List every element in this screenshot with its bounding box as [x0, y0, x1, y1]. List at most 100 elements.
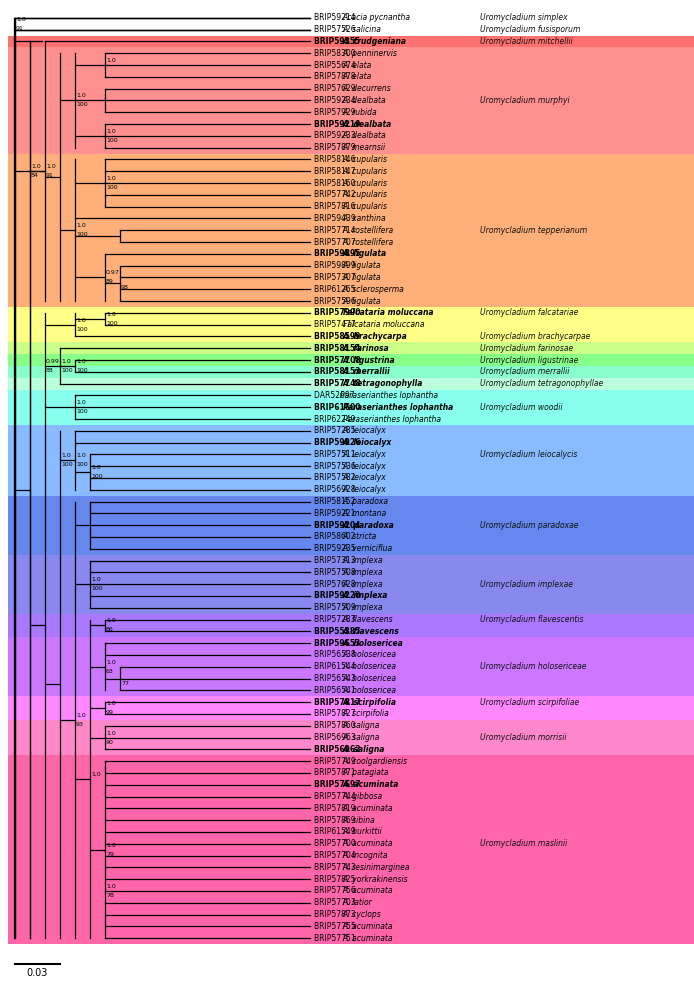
Text: 1.0: 1.0 [46, 164, 56, 169]
Text: BRIP59439: BRIP59439 [314, 214, 358, 223]
Text: 86: 86 [106, 628, 114, 633]
Text: A. acuminata: A. acuminata [343, 839, 393, 848]
Text: BRIP61265: BRIP61265 [314, 284, 358, 294]
Text: BRIP57827: BRIP57827 [314, 709, 358, 718]
Text: Uromycladium maslinii: Uromycladium maslinii [480, 839, 567, 848]
Text: 79: 79 [106, 851, 114, 857]
Text: A. leiocalyx: A. leiocalyx [343, 426, 387, 435]
Text: A. cyclops: A. cyclops [343, 910, 381, 919]
Text: A. dealbata: A. dealbata [343, 132, 387, 141]
Text: Uromycladium mitchellii: Uromycladium mitchellii [480, 37, 573, 46]
Text: A. ligulata: A. ligulata [343, 249, 387, 259]
Text: 99: 99 [106, 710, 114, 715]
Text: Paraserianthes lophantha: Paraserianthes lophantha [340, 391, 438, 400]
Text: 100: 100 [106, 185, 117, 190]
Text: BRIP57629: BRIP57629 [314, 85, 358, 93]
Bar [8, 378, 694, 390]
Text: 1.0: 1.0 [106, 619, 116, 624]
Text: BRIP55385: BRIP55385 [314, 627, 363, 636]
Text: BRIP58146: BRIP58146 [314, 154, 358, 164]
Text: A. rostellifera: A. rostellifera [343, 225, 393, 235]
Text: A. brachycarpa: A. brachycarpa [343, 332, 407, 340]
Text: A. ligulata: A. ligulata [343, 296, 381, 306]
Text: BRIP57860: BRIP57860 [314, 721, 358, 730]
Text: 84: 84 [31, 173, 39, 178]
Text: A. acuminata: A. acuminata [343, 887, 393, 895]
Text: A. latior: A. latior [343, 898, 373, 907]
Text: BRIP57703: BRIP57703 [314, 898, 358, 907]
Text: BRIP57749: BRIP57749 [314, 757, 358, 766]
Text: A. gibbosa: A. gibbosa [343, 792, 382, 801]
Text: 1.0: 1.0 [106, 659, 116, 665]
Text: BRIP57929: BRIP57929 [314, 108, 358, 117]
Text: Uromycladium falcatariae: Uromycladium falcatariae [480, 308, 578, 317]
Text: A. resinimarginea: A. resinimarginea [343, 863, 410, 872]
Text: A. verniciflua: A. verniciflua [343, 544, 393, 553]
Text: BRIP57313: BRIP57313 [314, 556, 358, 565]
Text: Uromycladium tepperianum: Uromycladium tepperianum [480, 225, 587, 235]
Text: A. salicina: A. salicina [343, 26, 382, 34]
Text: BRIP57536: BRIP57536 [314, 461, 358, 470]
Text: BRIP58160: BRIP58160 [314, 178, 358, 188]
Text: 1.0: 1.0 [106, 176, 116, 181]
Text: 63: 63 [106, 669, 114, 674]
Text: A. flavescens: A. flavescens [343, 615, 393, 624]
Text: 98: 98 [121, 285, 129, 290]
Text: Uromycladium tetragonophyllae: Uromycladium tetragonophyllae [480, 379, 603, 388]
Text: 88: 88 [46, 368, 53, 373]
Text: BRIP57817: BRIP57817 [314, 698, 364, 707]
Text: 1.0: 1.0 [76, 712, 86, 718]
Text: BRIP58599: BRIP58599 [314, 332, 363, 340]
Text: A. acuminata: A. acuminata [343, 780, 399, 789]
Text: BRIP57879: BRIP57879 [314, 143, 358, 153]
Text: A. sclerosperma: A. sclerosperma [343, 284, 405, 294]
Text: A. decurrens: A. decurrens [343, 85, 391, 93]
Text: A. implexa: A. implexa [343, 603, 383, 612]
Text: A. cupularis: A. cupularis [343, 154, 388, 164]
Text: BRIP57708: BRIP57708 [314, 355, 364, 364]
Text: DAR52697: DAR52697 [314, 391, 357, 400]
Text: BRIP57697: BRIP57697 [314, 780, 363, 789]
Text: Uromycladium merrallii: Uromycladium merrallii [480, 367, 569, 376]
Text: BRIP57596: BRIP57596 [314, 296, 358, 306]
Text: A. cupularis: A. cupularis [343, 190, 388, 200]
Text: 1.0: 1.0 [61, 454, 71, 459]
Text: A. tetragonophylla: A. tetragonophylla [343, 379, 423, 388]
Text: A. farinosa: A. farinosa [343, 343, 389, 352]
Text: A. trudgeniana: A. trudgeniana [343, 37, 407, 46]
Text: Uromycladium simplex: Uromycladium simplex [480, 14, 568, 23]
Text: BRIP57742: BRIP57742 [314, 190, 358, 200]
Text: BRIP59221: BRIP59221 [314, 509, 357, 518]
Text: BRIP57704: BRIP57704 [314, 851, 358, 860]
Text: A. sibina: A. sibina [343, 816, 375, 825]
Bar [8, 720, 694, 756]
Text: A. cupularis: A. cupularis [343, 178, 388, 188]
Text: BRIP58602: BRIP58602 [314, 532, 358, 541]
Text: BRIP59899: BRIP59899 [314, 261, 358, 271]
Text: BRIP57878: BRIP57878 [314, 73, 358, 82]
Bar [8, 555, 694, 614]
Text: BRIP57990: BRIP57990 [314, 308, 363, 317]
Text: A. ligulata: A. ligulata [343, 273, 381, 282]
Text: BRIP57751: BRIP57751 [314, 934, 358, 943]
Text: 100: 100 [76, 327, 87, 332]
Text: 1.0: 1.0 [76, 400, 86, 405]
Text: 1.0: 1.0 [106, 730, 116, 736]
Text: Uromycladium flavescentis: Uromycladium flavescentis [480, 615, 584, 624]
Text: Falcataria moluccana: Falcataria moluccana [343, 320, 424, 329]
Text: 91: 91 [16, 26, 24, 31]
Text: BRIP56962: BRIP56962 [314, 745, 363, 754]
Text: 1.0: 1.0 [76, 318, 86, 323]
Text: A. scirpifolia: A. scirpifolia [343, 698, 396, 707]
Bar [8, 756, 694, 944]
Text: A. leiocalyx: A. leiocalyx [343, 438, 392, 447]
Text: Uromycladium fusisporum: Uromycladium fusisporum [480, 26, 580, 34]
Text: Uromycladium farinosae: Uromycladium farinosae [480, 343, 573, 352]
Text: A. flavescens: A. flavescens [343, 627, 399, 636]
Text: Uromycladium leiocalycis: Uromycladium leiocalycis [480, 450, 577, 459]
Text: 1.0: 1.0 [91, 578, 101, 583]
Text: BRIP57511: BRIP57511 [314, 450, 358, 459]
Text: 1.0: 1.0 [16, 17, 26, 22]
Text: 100: 100 [61, 462, 73, 467]
Text: A. paradoxa: A. paradoxa [343, 497, 389, 506]
